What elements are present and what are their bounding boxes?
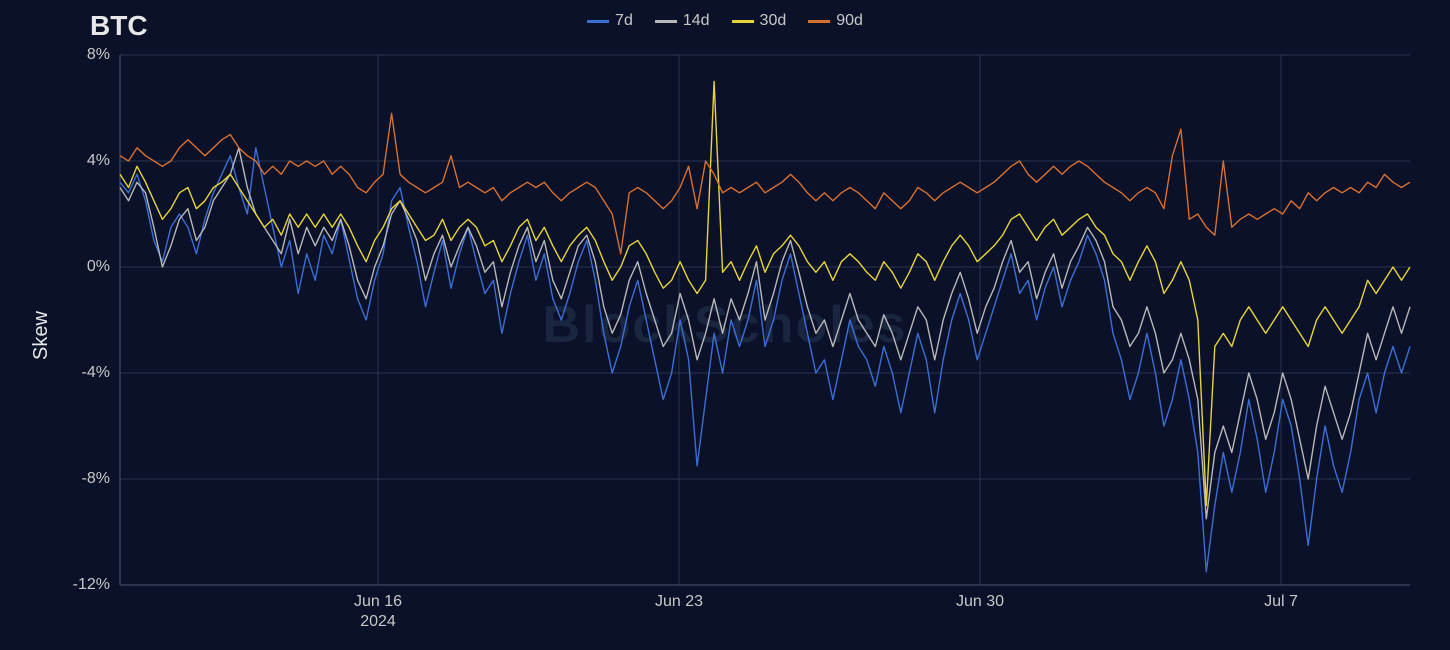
- chart-plot: [0, 0, 1450, 650]
- y-tick-label: -4%: [50, 364, 110, 382]
- x-year-label: 2024: [360, 613, 396, 631]
- y-tick-label: -8%: [50, 470, 110, 488]
- x-tick-label: Jun 30: [956, 593, 1004, 611]
- x-tick-label: Jun 16: [354, 593, 402, 611]
- y-tick-label: 8%: [50, 46, 110, 64]
- y-tick-label: -12%: [50, 576, 110, 594]
- x-tick-label: Jul 7: [1264, 593, 1298, 611]
- y-tick-label: 0%: [50, 258, 110, 276]
- series-line-7d: [120, 148, 1410, 572]
- x-tick-label: Jun 23: [655, 593, 703, 611]
- series-line-30d: [120, 82, 1410, 506]
- chart-container: BTC 7d14d30d90d Skew BlockScholes -12%-8…: [0, 0, 1450, 650]
- y-tick-label: 4%: [50, 152, 110, 170]
- series-line-14d: [120, 148, 1410, 519]
- series-line-90d: [120, 113, 1410, 254]
